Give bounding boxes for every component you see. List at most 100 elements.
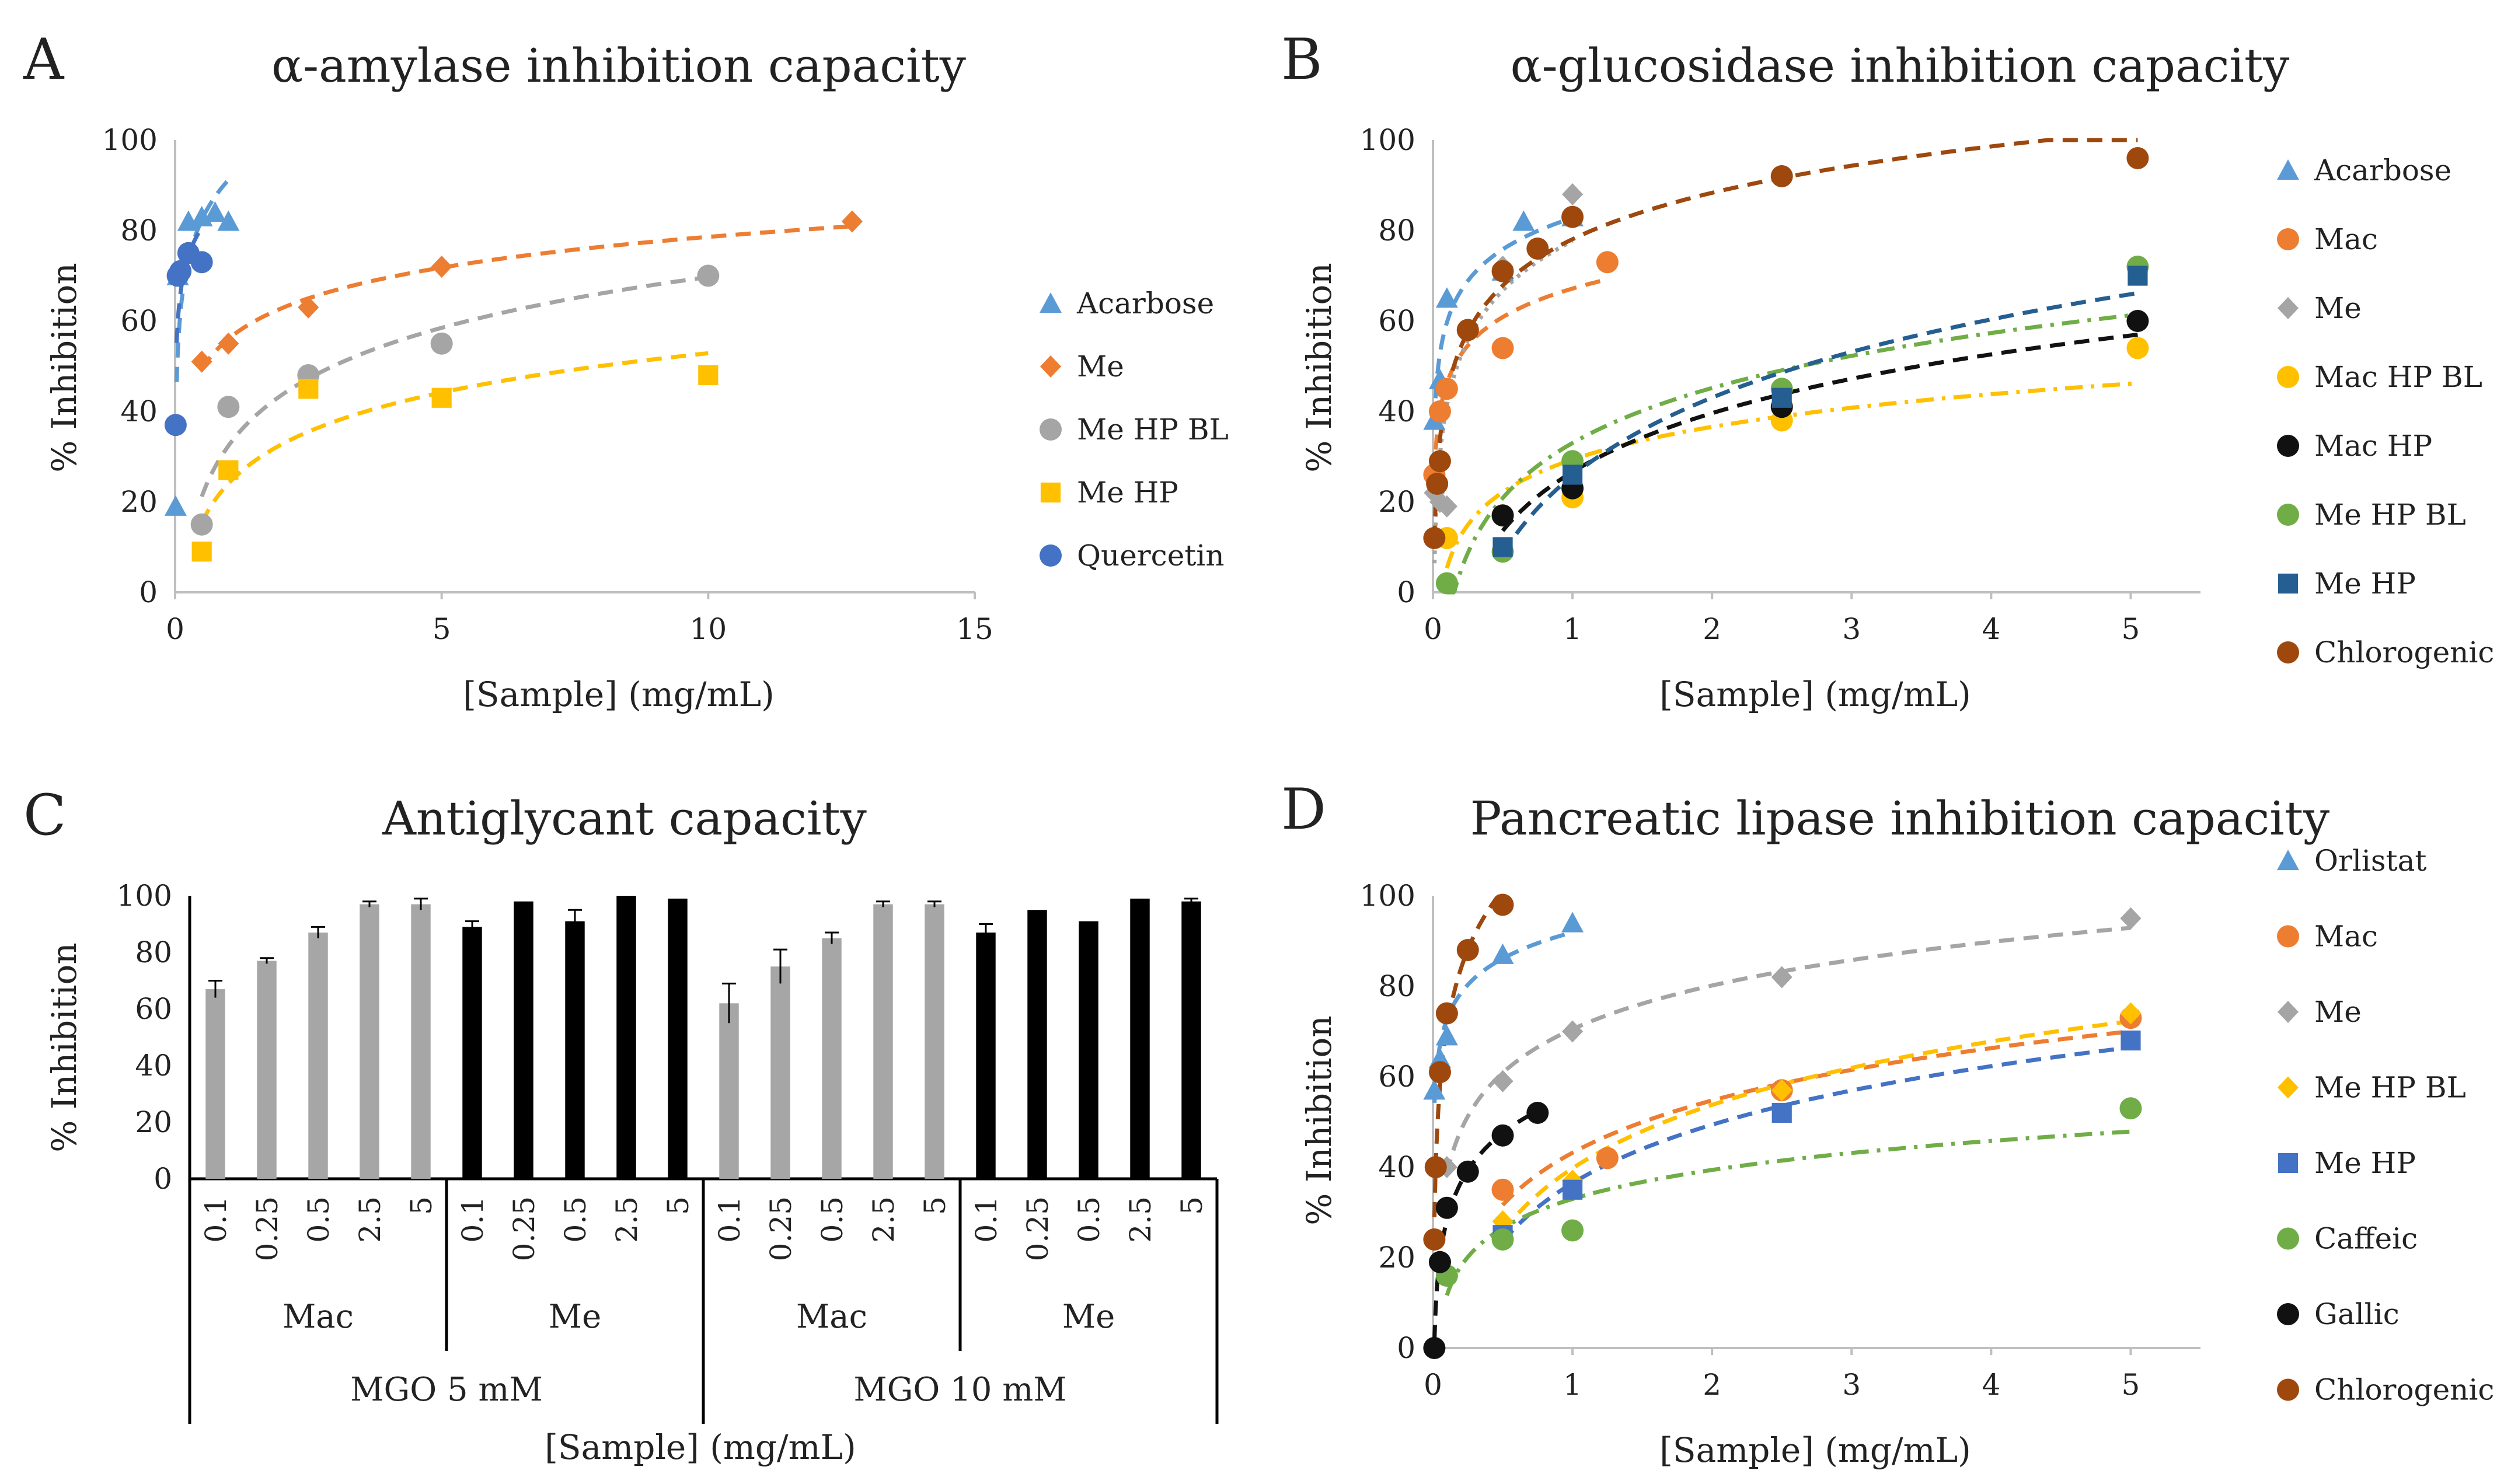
panel-c-bar	[257, 961, 277, 1179]
panel-d-x-tick-label: 3	[1842, 1368, 1861, 1402]
panel-d-point-gallic	[1491, 1124, 1514, 1147]
panel-b-point-me-hp	[1562, 465, 1583, 485]
panel-d-point-mac	[1491, 1178, 1514, 1201]
panel-b-x-tick-label: 3	[1842, 612, 1861, 646]
panel-c-category-label: 0.1	[199, 1196, 233, 1243]
panel-d-point-me-hp	[1562, 1179, 1583, 1200]
panel-a-legend-label-quercetin: Quercetin	[1077, 539, 1225, 572]
panel-b-point-me	[1436, 495, 1457, 518]
panel-d-y-tick-label: 20	[1378, 1241, 1415, 1275]
panel-d-point-me	[2120, 907, 2142, 930]
panel-a-y-tick-label: 80	[120, 214, 158, 247]
panel-b-point-chlorogenic	[1770, 165, 1793, 187]
panel-c: C Antiglycant capacity [Sample] (mg/mL) …	[23, 783, 1219, 1467]
panel-c-category-label: 0.1	[969, 1196, 1003, 1243]
panel-c-bar	[719, 1003, 739, 1179]
panel-a-point-quercetin	[169, 260, 192, 282]
panel-d-point-chlorogenic	[1456, 939, 1479, 961]
panel-c-y-tick-label: 20	[135, 1105, 172, 1139]
panel-d-point-me-hp	[1771, 1102, 1792, 1123]
panel-a-legend-marker-quercetin	[1040, 544, 1062, 567]
panel-b-point-chlorogenic	[2126, 147, 2149, 169]
panel-b-point-mac	[1435, 378, 1458, 400]
panel-d-x-tick-label: 5	[2122, 1368, 2140, 1402]
panel-a-legend-label-acarbose: Acarbose	[1076, 287, 1214, 320]
panel-c-category-label: 0.5	[559, 1196, 592, 1243]
panel-c-supergroup-label: MGO 5 mM	[350, 1371, 543, 1409]
panel-d-xlabel: [Sample] (mg/mL)	[1659, 1430, 1971, 1470]
panel-a-point-me	[218, 332, 239, 355]
panel-c-category-label: 5	[1175, 1196, 1209, 1215]
panel-c-category-label: 0.25	[764, 1196, 798, 1261]
panel-b-y-tick-label: 40	[1378, 394, 1415, 428]
panel-c-category-label: 2.5	[867, 1196, 901, 1243]
panel-d-legend-marker-me-hp-bl	[2277, 1076, 2299, 1099]
panel-d-legend-marker-caffeic	[2277, 1227, 2299, 1250]
panel-d-point-mac	[1596, 1147, 1619, 1169]
panel-d-point-orlistat	[1423, 1079, 1446, 1100]
panel-b-legend-marker-me-hp	[2278, 573, 2299, 594]
panel-b-point-acarbose	[1512, 210, 1535, 231]
panel-a-point-me-hp-bl	[697, 264, 720, 287]
panel-c-y-tick-label: 60	[135, 992, 172, 1026]
panel-d-point-caffeic	[1561, 1219, 1584, 1242]
panel-d-fit-mac	[1501, 1029, 2131, 1207]
panel-d-fit-me	[1445, 926, 2131, 1175]
panel-d-legend-marker-chlorogenic	[2277, 1378, 2299, 1401]
panel-a-legend-marker-me	[1040, 355, 1062, 378]
panel-b-legend-marker-acarbose	[2277, 159, 2299, 180]
panel-c-bar	[822, 938, 842, 1179]
panel-b-ylabel: % Inhibition	[1299, 263, 1339, 473]
panel-b-point-chlorogenic	[1428, 450, 1451, 473]
panel-d-legend-label-me-hp: Me HP	[2314, 1146, 2416, 1180]
panel-a-y-tick-label: 40	[120, 394, 158, 428]
panel-b-point-mac-hp	[1491, 504, 1514, 527]
panel-b-point-mac-hp	[2126, 310, 2149, 332]
panel-d-point-chlorogenic	[1435, 1002, 1458, 1025]
panel-c-bar	[308, 933, 328, 1179]
panel-d-point-caffeic	[1491, 1228, 1514, 1251]
panel-a-xlabel: [Sample] (mg/mL)	[463, 675, 774, 714]
panel-a-point-me	[431, 256, 452, 278]
panel-a-point-me	[841, 210, 863, 233]
panel-b-legend-marker-chlorogenic	[2277, 641, 2299, 664]
panel-c-bar	[925, 904, 944, 1179]
panel-b-y-tick-label: 80	[1378, 214, 1415, 247]
panel-b-x-tick-label: 2	[1703, 612, 1721, 646]
panel-a-point-acarbose	[217, 210, 240, 231]
panel-b-legend-label-mac-hp-bl: Mac HP BL	[2314, 360, 2482, 394]
panel-c-bar	[770, 966, 790, 1179]
panel-b-axes: 0 1 2 3 4 5 0 20 40 60 80 100	[1360, 123, 2200, 646]
panel-c-category-label: 0.5	[815, 1196, 849, 1243]
panel-a-point-acarbose	[164, 495, 187, 516]
panel-d-point-me	[1562, 1020, 1584, 1043]
panel-a-fit-me	[200, 224, 853, 371]
panel-d-y-tick-label: 60	[1378, 1060, 1415, 1094]
panel-b-legend-label-mac: Mac	[2314, 222, 2378, 256]
panel-a-point-me-hp	[298, 379, 319, 399]
panel-b-y-tick-label: 0	[1397, 575, 1415, 609]
panel-a-point-me-hp	[218, 460, 239, 480]
panel-a-points	[164, 201, 863, 562]
panel-a-point-me-hp	[698, 365, 719, 386]
panel-b-legend-marker-me-hp-bl	[2277, 504, 2299, 526]
panel-a-x-tick-label: 15	[956, 612, 993, 646]
panel-c-category-label: 5	[661, 1196, 695, 1215]
panel-b-point-me-hp	[1492, 537, 1513, 557]
panel-b-point-chlorogenic	[1426, 473, 1449, 495]
panel-d-legend-label-gallic: Gallic	[2314, 1297, 2400, 1331]
panel-d-point-orlistat	[1561, 912, 1584, 933]
panel-a-label: A	[23, 27, 65, 92]
panel-d-legend-marker-orlistat	[2277, 850, 2299, 871]
panel-b-x-tick-label: 5	[2122, 612, 2140, 646]
panel-d-point-caffeic	[2119, 1097, 2142, 1120]
panel-b-fit-me	[1432, 239, 1574, 564]
panel-c-category-label: 5	[918, 1196, 952, 1215]
panel-d-y-tick-label: 40	[1378, 1150, 1415, 1184]
panel-b-point-mac	[1428, 400, 1451, 422]
panel-c-bar	[205, 989, 225, 1179]
panel-b-fit-me-hp-bl	[1446, 312, 2138, 595]
panel-b-legend-label-mac-hp: Mac HP	[2314, 429, 2432, 463]
panel-b-legend-label-me: Me	[2314, 291, 2362, 325]
